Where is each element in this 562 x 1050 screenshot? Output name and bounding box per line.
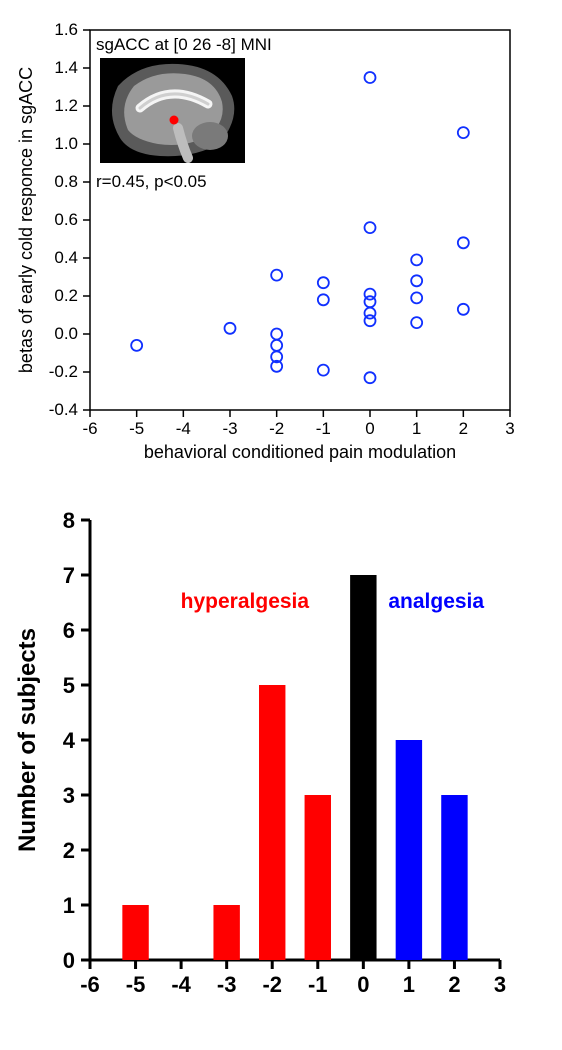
scatter-point xyxy=(271,329,282,340)
scatter-xtick: -1 xyxy=(316,419,331,438)
bar xyxy=(350,575,376,960)
bar-ylabel: Number of subjects xyxy=(14,628,41,852)
scatter-plot-area: -6 -5 -4 -3 -2 -1 0 1 2 3 -0.4 -0.2 0.0 0.2 0.4 0.6 0.8 1… xyxy=(0,10,530,470)
scatter-point xyxy=(225,323,236,334)
bar-ytick: 1 xyxy=(63,893,75,918)
analgesia-label: analgesia xyxy=(388,590,484,613)
scatter-ytick: 1.6 xyxy=(54,20,78,39)
scatter-point xyxy=(411,275,422,286)
scatter-ytick: 0.0 xyxy=(54,324,78,343)
scatter-xtick: -4 xyxy=(176,419,191,438)
scatter-ytick: 1.0 xyxy=(54,134,78,153)
bar-ytick: 3 xyxy=(63,783,75,808)
bar-ytick: 4 xyxy=(63,728,76,753)
bar-plot-area: 0 1 2 3 4 5 6 7 8 -6 -5 -4 -3 -2 -1 0 1 2 3 Number of subje… xyxy=(0,490,530,1010)
bar xyxy=(213,905,239,960)
scatter-xtick: 0 xyxy=(365,419,374,438)
scatter-point xyxy=(271,340,282,351)
scatter-point xyxy=(458,237,469,248)
bar-ytick: 5 xyxy=(63,673,75,698)
brain-inset-image xyxy=(100,58,245,163)
scatter-xtick: 1 xyxy=(412,419,421,438)
bar xyxy=(396,740,422,960)
scatter-ylabel: betas of early cold responce in sgACC xyxy=(16,67,36,373)
bar-xtick: -1 xyxy=(308,972,328,997)
scatter-ytick: 0.4 xyxy=(54,248,78,267)
scatter-point xyxy=(318,277,329,288)
bar-xtick: -3 xyxy=(217,972,237,997)
bar-xtick: -6 xyxy=(80,972,100,997)
scatter-ytick: 0.8 xyxy=(54,172,78,191)
bar-ytick: 2 xyxy=(63,838,75,863)
bar-ytick: 7 xyxy=(63,563,75,588)
scatter-ytick: 0.6 xyxy=(54,210,78,229)
scatter-point xyxy=(318,365,329,376)
inset-stats: r=0.45, p<0.05 xyxy=(96,172,207,191)
bar-ytick: 0 xyxy=(63,948,75,973)
bar-xtick: -4 xyxy=(171,972,191,997)
scatter-point xyxy=(365,296,376,307)
bar-ytick: 8 xyxy=(63,508,75,533)
scatter-point xyxy=(131,340,142,351)
scatter-ytick: -0.2 xyxy=(49,362,78,381)
scatter-point xyxy=(411,317,422,328)
bar-xtick: 0 xyxy=(357,972,369,997)
scatter-point xyxy=(458,304,469,315)
scatter-point xyxy=(458,127,469,138)
scatter-xtick: 3 xyxy=(505,419,514,438)
bar-xtick: -2 xyxy=(262,972,282,997)
bar xyxy=(122,905,148,960)
bar-xtick: -5 xyxy=(126,972,146,997)
scatter-ytick: -0.4 xyxy=(49,400,78,419)
scatter-point xyxy=(365,72,376,83)
scatter-ytick: 1.4 xyxy=(54,58,78,77)
scatter-ytick: 0.2 xyxy=(54,286,78,305)
scatter-point xyxy=(271,270,282,281)
bar xyxy=(305,795,331,960)
scatter-point xyxy=(411,292,422,303)
scatter-chart: -6 -5 -4 -3 -2 -1 0 1 2 3 -0.4 -0.2 0.0 0.2 0.4 0.6 0.8 1… xyxy=(0,10,562,470)
scatter-xtick: -6 xyxy=(82,419,97,438)
scatter-point xyxy=(365,222,376,233)
bar-xtick: 1 xyxy=(403,972,415,997)
bar-chart: 0 1 2 3 4 5 6 7 8 -6 -5 -4 -3 -2 -1 0 1 2 3 Number of subje… xyxy=(0,490,562,1010)
bar xyxy=(441,795,467,960)
bar-xtick: 3 xyxy=(494,972,506,997)
scatter-xtick: -5 xyxy=(129,419,144,438)
scatter-point xyxy=(365,372,376,383)
scatter-xtick: -3 xyxy=(222,419,237,438)
hyperalgesia-label: hyperalgesia xyxy=(181,590,310,613)
scatter-xlabel: behavioral conditioned pain modulation xyxy=(144,442,456,462)
bar-ytick: 6 xyxy=(63,618,75,643)
bar xyxy=(259,685,285,960)
scatter-point xyxy=(411,254,422,265)
bar-xtick: 2 xyxy=(448,972,460,997)
scatter-ytick: 1.2 xyxy=(54,96,78,115)
scatter-point xyxy=(365,315,376,326)
inset-title: sgACC at [0 26 -8] MNI xyxy=(96,35,272,54)
scatter-xtick: 2 xyxy=(459,419,468,438)
scatter-point xyxy=(318,294,329,305)
scatter-xtick: -2 xyxy=(269,419,284,438)
